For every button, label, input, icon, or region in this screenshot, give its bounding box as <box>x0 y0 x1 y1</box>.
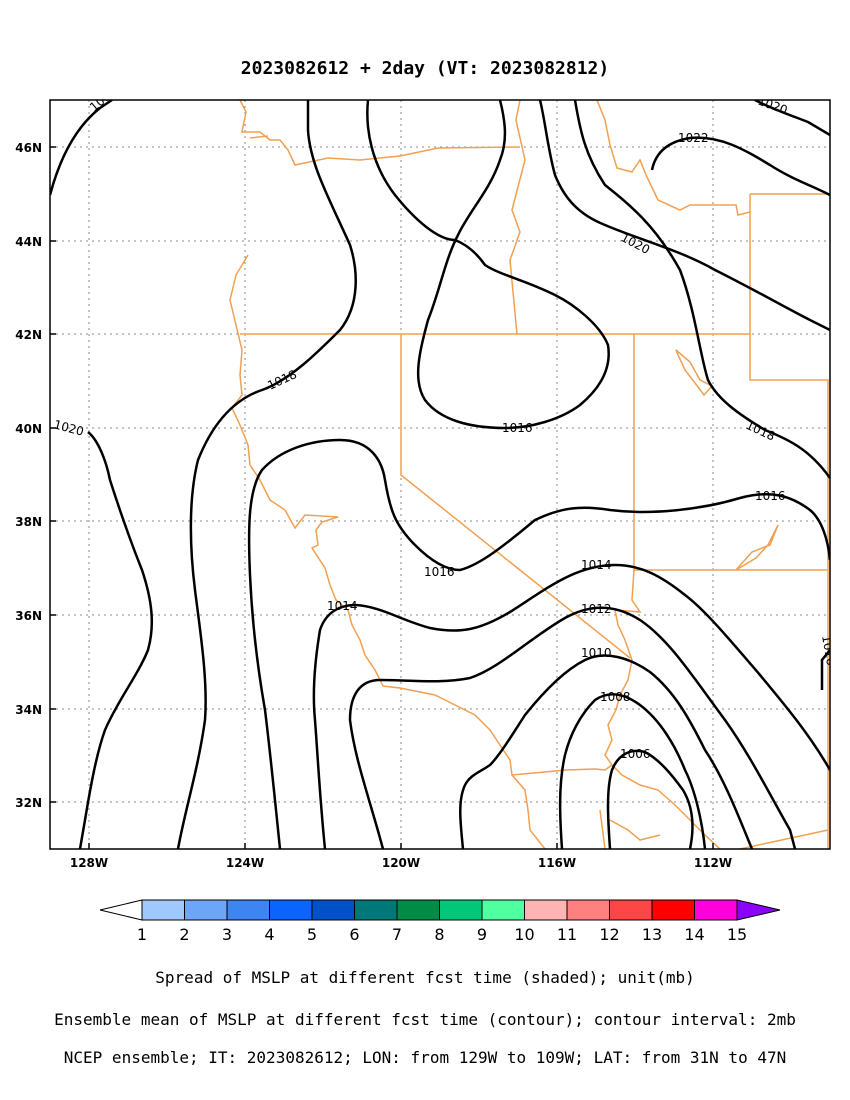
isobar-1020-east <box>538 100 830 332</box>
colorbar-box <box>439 899 483 921</box>
colorbar-box <box>481 899 525 921</box>
caption-contour: Ensemble mean of MSLP at different fcst … <box>54 1010 796 1029</box>
colorbar-label: 10 <box>514 925 534 944</box>
contour-label: 1020 <box>52 417 85 438</box>
colorbar-box <box>226 899 270 921</box>
isobar-1012 <box>348 606 797 849</box>
contour-label: 1016 <box>502 421 533 435</box>
caption-ensemble: NCEP ensemble; IT: 2023082612; LON: from… <box>63 1048 787 1067</box>
contour-label: 1018 <box>87 84 119 114</box>
isobar-1018-main <box>176 100 357 849</box>
colorbar-label: 13 <box>642 925 662 944</box>
contour-label: 1022 <box>678 131 709 145</box>
isobar-contours <box>50 100 830 849</box>
lat-tick-label: 44N <box>15 235 42 249</box>
colorbar-min-triangle <box>99 899 143 921</box>
chart-title: 2023082612 + 2day (VT: 2023082812) <box>240 58 610 79</box>
colorbar-label: 2 <box>179 925 189 944</box>
colorbar-box <box>609 899 653 921</box>
contour-label: 1014 <box>581 558 612 572</box>
lon-tick-label: 128W <box>70 856 108 870</box>
colorbar-label: 14 <box>684 925 704 944</box>
lon-tick-label: 124W <box>226 856 264 870</box>
colorbar-box <box>396 899 440 921</box>
contour-label: 1010 <box>581 646 612 660</box>
isobar-1020-west <box>78 431 154 849</box>
contour-label: 1012 <box>581 602 612 616</box>
colorbar: 1 2 3 4 5 6 7 8 9 10 11 12 13 14 15 <box>99 899 781 944</box>
colorbar-label: 9 <box>477 925 487 944</box>
lat-tick-label: 38N <box>15 515 42 529</box>
lat-tick-label: 36N <box>15 609 42 623</box>
contour-label: 1008 <box>600 690 631 704</box>
plot-frame <box>49 99 831 850</box>
contour-label: 1020 <box>619 230 653 257</box>
lon-tick-label: 116W <box>538 856 576 870</box>
colorbar-label: 7 <box>392 925 402 944</box>
isobar-1014 <box>312 563 830 849</box>
contour-label: 1016 <box>819 634 838 667</box>
contour-label: 1016 <box>424 565 455 579</box>
isobar-1016-west <box>247 438 830 849</box>
colorbar-box <box>694 899 738 921</box>
lon-tick-label: 120W <box>382 856 420 870</box>
isobar-1018-east <box>573 100 830 479</box>
lat-tick-labels: 46N 44N 42N 40N 38N 36N 34N 32N <box>15 141 42 810</box>
lon-tick-label: 112W <box>694 856 732 870</box>
colorbar-box <box>566 899 610 921</box>
isobar-1008 <box>558 693 707 849</box>
caption-spread: Spread of MSLP at different fcst time (s… <box>155 968 695 987</box>
colorbar-max-triangle <box>736 899 781 921</box>
lat-tick-label: 32N <box>15 796 42 810</box>
colorbar-label: 3 <box>222 925 232 944</box>
colorbar-label: 15 <box>727 925 747 944</box>
isobar-1016-far-east <box>820 649 830 690</box>
lon-tick-labels: 128W 124W 120W 116W 112W <box>70 856 732 870</box>
colorbar-label: 12 <box>599 925 619 944</box>
isobar-1016-north-loop <box>366 100 610 430</box>
contour-label: 1020 <box>756 94 789 118</box>
colorbar-box <box>354 899 398 921</box>
contour-label: 1018 <box>744 418 778 444</box>
isobar-1018-northwest <box>50 100 113 196</box>
contour-label: 1006 <box>620 747 651 761</box>
colorbar-box <box>269 899 313 921</box>
colorbar-label: 6 <box>349 925 359 944</box>
colorbar-label: 1 <box>137 925 147 944</box>
contour-label: 1018 <box>265 367 299 393</box>
isobar-1020-northeast <box>754 100 830 137</box>
colorbar-label: 4 <box>264 925 274 944</box>
colorbar-box <box>651 899 695 921</box>
lat-tick-label: 40N <box>15 422 42 436</box>
isobar-1006 <box>606 749 694 849</box>
colorbar-label: 8 <box>434 925 444 944</box>
colorbar-label: 5 <box>307 925 317 944</box>
gridlines <box>50 100 830 849</box>
contour-label: 1016 <box>755 489 786 503</box>
coastline-borders <box>229 100 829 849</box>
colorbar-box <box>141 899 185 921</box>
lat-tick-label: 34N <box>15 703 42 717</box>
isobar-1022 <box>650 136 830 197</box>
colorbar-box <box>311 899 355 921</box>
tick-marks <box>50 146 714 849</box>
lat-tick-label: 46N <box>15 141 42 155</box>
colorbar-label: 11 <box>557 925 577 944</box>
lat-tick-label: 42N <box>15 328 42 342</box>
colorbar-box <box>184 899 228 921</box>
contour-labels: 1018 1020 1018 1020 1022 1020 1018 1016 … <box>52 84 838 761</box>
contour-label: 1014 <box>327 599 358 613</box>
isobar-1010 <box>459 654 754 849</box>
colorbar-box <box>524 899 568 921</box>
